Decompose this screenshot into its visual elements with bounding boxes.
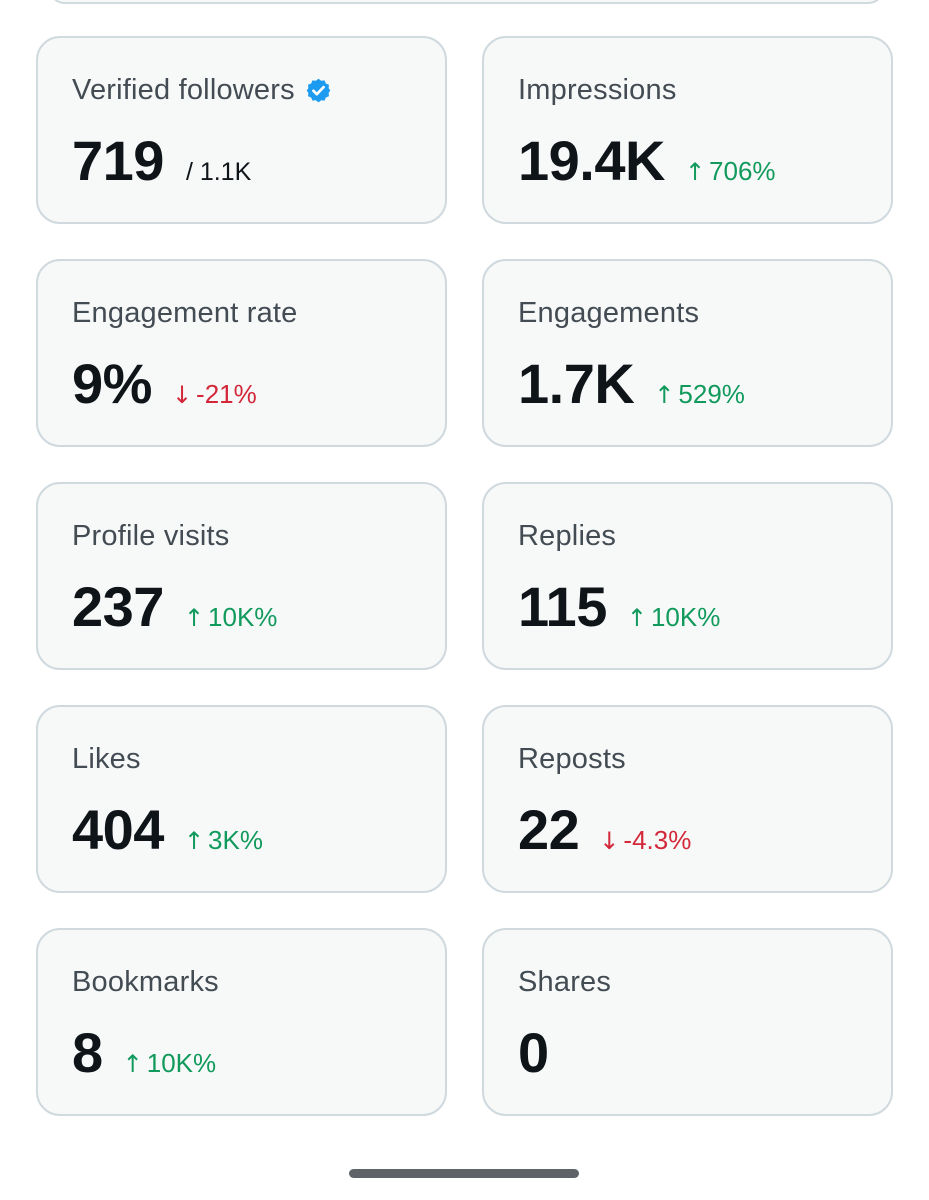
verified-badge-icon (306, 78, 331, 102)
metric-change: ↑ 10K% (123, 1048, 217, 1079)
metric-value-row: 404 ↑ 3K% (72, 797, 411, 862)
metric-label-row: Profile visits (72, 516, 411, 556)
arrow-up-icon: ↑ (183, 827, 205, 855)
arrow-up-icon: ↑ (122, 1050, 143, 1078)
metric-value-row: 9% ↓ -21% (72, 351, 411, 416)
metric-change: ↑ 706% (685, 156, 776, 187)
metric-change: ↑ 3K% (184, 825, 263, 856)
metric-card-bookmarks[interactable]: Bookmarks 8 ↑ 10K% (36, 928, 447, 1116)
metric-label-row: Engagements (518, 293, 857, 333)
metric-card-shares[interactable]: Shares 0 (482, 928, 893, 1116)
metric-value-row: 719 / 1.1K (72, 128, 411, 193)
arrow-down-icon: ↓ (599, 827, 620, 855)
metric-change-value: 10K% (208, 602, 278, 632)
metric-card-impressions[interactable]: Impressions 19.4K ↑ 706% (482, 36, 893, 224)
metric-value-row: 8 ↑ 10K% (72, 1020, 411, 1085)
metric-change-value: 10K% (146, 1048, 217, 1078)
metric-change-value: 3K% (208, 825, 263, 855)
metric-card-engagement-rate[interactable]: Engagement rate 9% ↓ -21% (36, 259, 447, 447)
metric-card-reposts[interactable]: Reposts 22 ↓ -4.3% (482, 705, 893, 893)
metric-label-row: Bookmarks (72, 962, 411, 1002)
arrow-up-icon: ↑ (654, 381, 675, 409)
metric-label-row: Replies (518, 516, 857, 556)
arrow-up-icon: ↑ (684, 158, 706, 186)
metric-change-value: -21% (196, 379, 257, 409)
metric-change-value: 529% (678, 379, 745, 409)
metric-label: Likes (72, 742, 141, 775)
metric-label: Reposts (518, 742, 626, 775)
metric-label: Engagements (518, 296, 700, 329)
metric-value: 22 (518, 798, 580, 861)
metric-value: 1.7K (518, 352, 635, 415)
metric-change: ↓ -4.3% (599, 825, 691, 856)
metric-value-row: 237 ↑ 10K% (72, 574, 411, 639)
metric-label: Engagement rate (72, 296, 298, 329)
metric-change: ↑ 10K% (184, 602, 278, 633)
metric-value-row: 22 ↓ -4.3% (518, 797, 857, 862)
metrics-grid: Verified followers 719 / 1.1K Impression… (36, 36, 893, 1116)
metric-change-value: 10K% (650, 602, 721, 632)
metric-label-row: Likes (72, 739, 411, 779)
metric-card-profile-visits[interactable]: Profile visits 237 ↑ 10K% (36, 482, 447, 670)
metric-value: 0 (518, 1021, 549, 1084)
metric-change: ↓ -21% (172, 379, 257, 410)
metric-label: Impressions (518, 73, 677, 106)
metric-change-value: -4.3% (623, 825, 692, 855)
previous-card-edge (48, 0, 885, 4)
arrow-down-icon: ↓ (171, 381, 193, 409)
metric-card-replies[interactable]: Replies 115 ↑ 10K% (482, 482, 893, 670)
metric-label: Verified followers (72, 73, 295, 106)
metric-change: ↑ 10K% (627, 602, 721, 633)
metric-label-row: Verified followers (72, 70, 411, 110)
metric-value: 237 (72, 575, 164, 638)
metric-value-row: 115 ↑ 10K% (518, 574, 857, 639)
metric-value-row: 19.4K ↑ 706% (518, 128, 857, 193)
metric-label-row: Reposts (518, 739, 857, 779)
metric-label-row: Shares (518, 962, 857, 1002)
metric-label-row: Engagement rate (72, 293, 411, 333)
metric-value: 404 (72, 798, 164, 861)
metric-total: / 1.1K (185, 158, 252, 186)
metric-change: ↑ 529% (654, 379, 745, 410)
metric-value: 115 (518, 575, 607, 638)
metric-label: Bookmarks (72, 965, 219, 998)
arrow-up-icon: ↑ (183, 604, 205, 632)
metric-label: Replies (518, 519, 617, 552)
metric-change-value: 706% (709, 156, 776, 186)
metric-value: 719 (72, 129, 164, 192)
metric-value: 19.4K (518, 129, 665, 192)
metric-value-row: 0 (518, 1020, 857, 1085)
arrow-up-icon: ↑ (626, 604, 647, 632)
metric-card-likes[interactable]: Likes 404 ↑ 3K% (36, 705, 447, 893)
home-indicator[interactable] (349, 1169, 579, 1178)
metric-label: Profile visits (72, 519, 230, 552)
metric-card-engagements[interactable]: Engagements 1.7K ↑ 529% (482, 259, 893, 447)
metric-value: 9% (72, 352, 152, 415)
metric-card-verified-followers[interactable]: Verified followers 719 / 1.1K (36, 36, 447, 224)
metric-label: Shares (518, 965, 612, 998)
metric-value: 8 (72, 1021, 103, 1084)
metric-value-row: 1.7K ↑ 529% (518, 351, 857, 416)
metric-label-row: Impressions (518, 70, 857, 110)
